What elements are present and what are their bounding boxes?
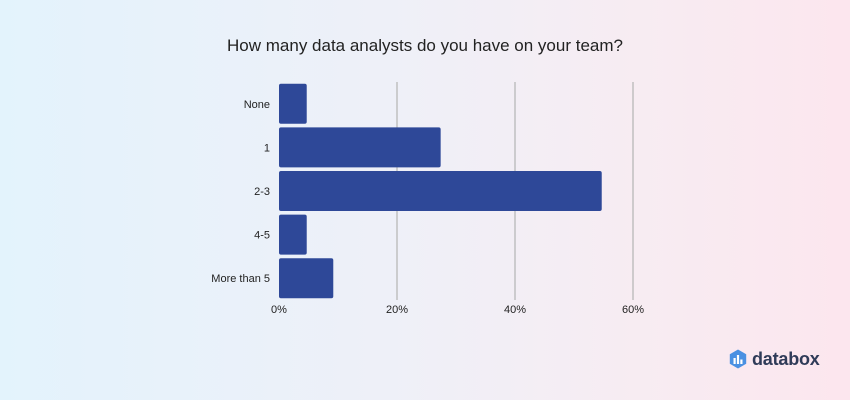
brand-name: databox — [752, 348, 820, 369]
category-label: None — [244, 99, 270, 111]
bars — [279, 83, 602, 299]
category-labels: None 1 2-3 4-5 More than 5 — [211, 99, 270, 285]
x-tick-label: 60% — [622, 304, 644, 316]
chart-title: How many data analysts do you have on yo… — [227, 36, 623, 55]
bar — [279, 127, 441, 168]
databox-logo-icon — [729, 349, 747, 369]
category-label: 4-5 — [254, 230, 270, 242]
category-label: 2-3 — [254, 186, 270, 198]
databox-brand: databox — [729, 347, 820, 371]
category-label: 1 — [264, 142, 270, 154]
bar — [279, 214, 307, 255]
x-axis-tick-labels: 0% 20% 40% 60% — [271, 304, 644, 316]
x-tick-label: 0% — [271, 304, 287, 316]
bar — [279, 83, 307, 124]
bar — [279, 258, 334, 299]
category-label: More than 5 — [211, 273, 270, 285]
x-tick-label: 40% — [504, 304, 526, 316]
x-tick-label: 20% — [386, 304, 408, 316]
bar — [279, 171, 602, 211]
